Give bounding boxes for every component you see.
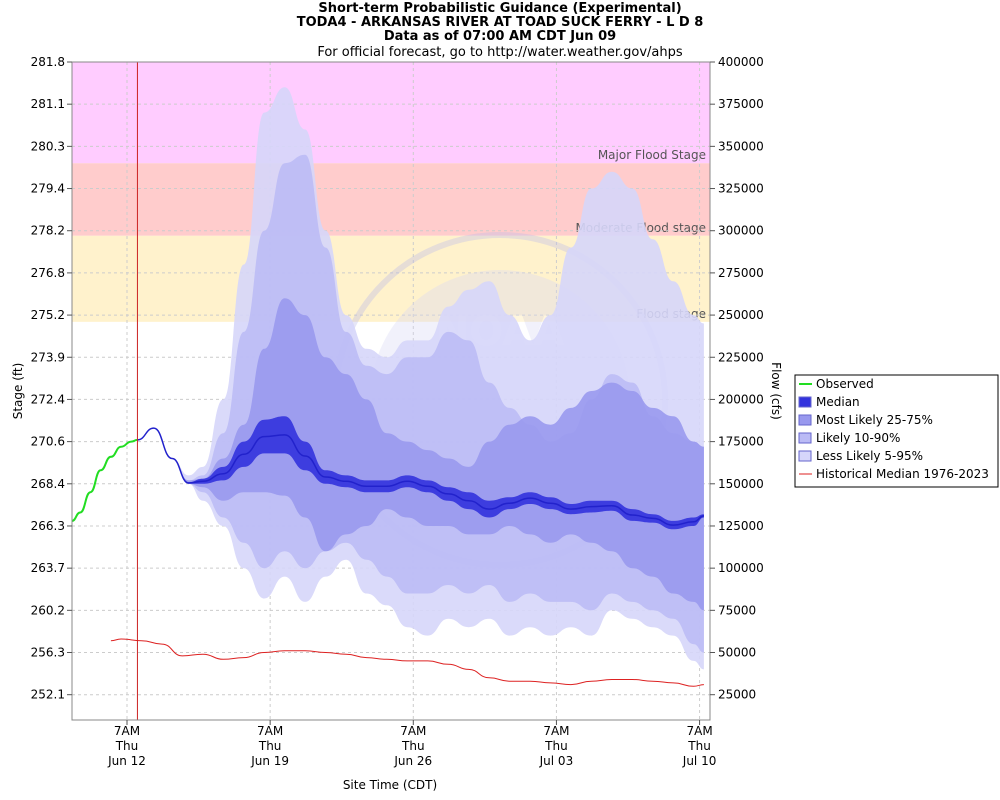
- band-area: [137, 416, 704, 530]
- legend-label: Likely 10-90%: [816, 431, 900, 445]
- y-tick-label-right: 250000: [718, 308, 764, 322]
- y-tick-label-left: 272.4: [31, 392, 65, 406]
- probability-bands: [137, 87, 704, 670]
- legend-swatch: [798, 432, 812, 444]
- y-tick-label-left: 279.4: [31, 182, 65, 196]
- data-timestamp: Data as of 07:00 AM CDT Jun 09: [384, 29, 616, 44]
- x-tick-label: Jul 10: [682, 754, 717, 768]
- y-tick-label-left: 281.8: [31, 55, 65, 69]
- y-tick-label-right: 25000: [718, 688, 756, 702]
- y-tick-label-left: 281.1: [31, 97, 65, 111]
- legend-label: Observed: [816, 377, 874, 391]
- y-tick-label-left: 275.2: [31, 308, 65, 322]
- series-line: [110, 638, 704, 687]
- x-tick-label: 7AM: [400, 724, 426, 738]
- legend-label: Less Likely 5-95%: [816, 449, 923, 463]
- x-tick-label: 7AM: [543, 724, 569, 738]
- legend-swatch: [798, 396, 812, 408]
- median-line: [137, 427, 704, 526]
- y-tick-label-left: 276.8: [31, 266, 65, 280]
- y-tick-label-right: 125000: [718, 519, 764, 533]
- y-tick-label-left: 278.2: [31, 224, 65, 238]
- y-tick-label-right: 225000: [718, 350, 764, 364]
- legend-swatch: [798, 414, 812, 426]
- x-tick-label: 7AM: [257, 724, 283, 738]
- x-tick-label: Thu: [544, 739, 568, 753]
- x-tick-label: Jun 26: [393, 754, 432, 768]
- series-lines: [71, 438, 704, 687]
- y-tick-label-right: 75000: [718, 603, 756, 617]
- y-tick-label-right: 100000: [718, 561, 764, 575]
- chart-title: Short-term Probabilistic Guidance (Exper…: [318, 1, 681, 16]
- legend-label: Historical Median 1976-2023: [816, 467, 989, 481]
- chart-subtitle: For official forecast, go to http://wate…: [317, 45, 683, 60]
- band-area: [137, 298, 704, 611]
- y-tick-label-right: 325000: [718, 182, 764, 196]
- y-tick-label-right: 350000: [718, 139, 764, 153]
- y-tick-label-right: 400000: [718, 55, 764, 69]
- x-tick-label: 7AM: [686, 724, 712, 738]
- y-tick-label-left: 263.7: [31, 561, 65, 575]
- x-axis-label: Site Time (CDT): [343, 778, 437, 792]
- y-tick-label-left: 256.3: [31, 646, 65, 660]
- x-tick-label: 7AM: [114, 724, 140, 738]
- x-tick-label: Thu: [401, 739, 425, 753]
- y-tick-label-left: 273.9: [31, 350, 65, 364]
- y-tick-label-left: 268.4: [31, 477, 65, 491]
- x-tick-label: Thu: [258, 739, 282, 753]
- gauge-title: TODA4 - ARKANSAS RIVER AT TOAD SUCK FERR…: [297, 15, 704, 30]
- y-tick-label-right: 175000: [718, 435, 764, 449]
- x-tick-label: Thu: [687, 739, 711, 753]
- flood-zone-label: Major Flood Stage: [598, 148, 706, 162]
- y-tick-label-right: 200000: [718, 392, 764, 406]
- x-tick-label: Thu: [115, 739, 139, 753]
- y-tick-label-right: 50000: [718, 646, 756, 660]
- y-tick-label-right: 300000: [718, 224, 764, 238]
- x-tick-label: Jun 12: [107, 754, 146, 768]
- y-tick-label-left: 270.6: [31, 435, 65, 449]
- x-tick-label: Jul 03: [539, 754, 574, 768]
- y-tick-label-left: 280.3: [31, 139, 65, 153]
- x-tick-label: Jun 19: [250, 754, 289, 768]
- legend-label: Median: [816, 395, 860, 409]
- y-tick-label-left: 260.2: [31, 603, 65, 617]
- y-tick-label-right: 150000: [718, 477, 764, 491]
- y-tick-label-left: 266.3: [31, 519, 65, 533]
- y-tick-label-right: 375000: [718, 97, 764, 111]
- plot-frame: [71, 61, 711, 721]
- y-tick-label-left: 252.1: [31, 688, 65, 702]
- y-axis-right-label: Flow (cfs): [769, 362, 783, 420]
- legend-box: [794, 374, 999, 488]
- axes: 281.8 281.1 280.3 279.4 278.2 276.8 275.2 273.9…: [31, 55, 764, 768]
- legend: Observed Median Most Likely 25-75% Likely 1…: [794, 374, 999, 488]
- y-tick-label-right: 275000: [718, 266, 764, 280]
- legend-swatch: [798, 450, 812, 462]
- y-axis-left-label: Stage (ft): [11, 363, 25, 420]
- series-line: [71, 438, 138, 522]
- legend-label: Most Likely 25-75%: [816, 413, 933, 427]
